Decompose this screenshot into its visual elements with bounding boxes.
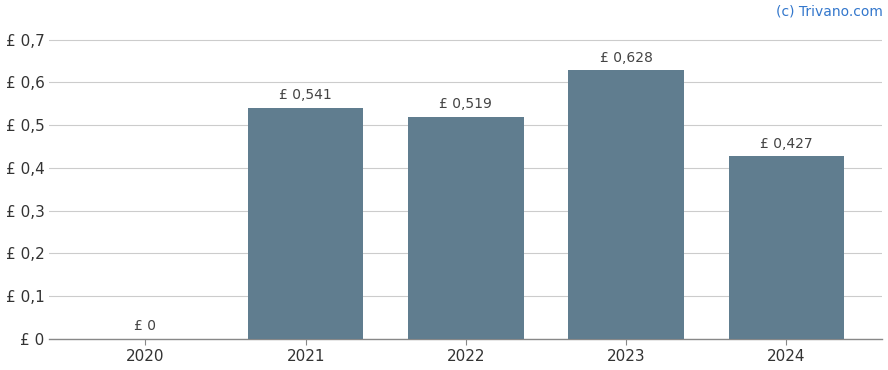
Text: (c) Trivano.com: (c) Trivano.com: [775, 5, 883, 18]
Text: £ 0,519: £ 0,519: [440, 97, 492, 111]
Text: £ 0,541: £ 0,541: [279, 88, 332, 102]
Text: £ 0,427: £ 0,427: [760, 137, 813, 151]
Text: £ 0,628: £ 0,628: [599, 51, 653, 65]
Bar: [248, 108, 363, 339]
Bar: [729, 156, 844, 339]
Bar: [568, 70, 684, 339]
Text: £ 0: £ 0: [134, 319, 156, 333]
Bar: [408, 117, 524, 339]
